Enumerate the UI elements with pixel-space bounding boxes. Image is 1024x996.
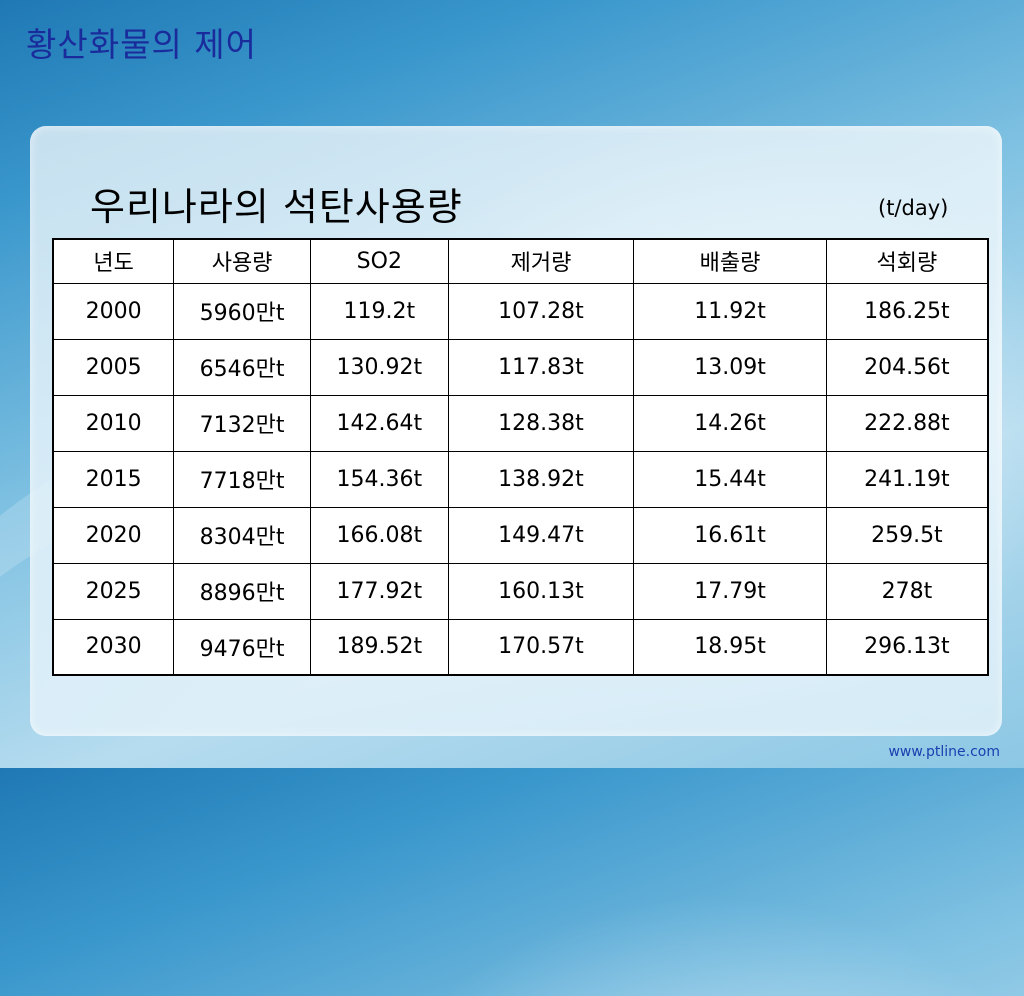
table-heading: 우리나라의 석탄사용량	[90, 185, 463, 229]
coal-usage-table: 년도 사용량 SO2 제거량 배출량 석회량 2000 5960만t 119.2…	[52, 238, 989, 676]
cell-so2: 166.08t	[309, 506, 449, 564]
cell-emitted: 17.79t	[633, 562, 827, 620]
cell-so2: 154.36t	[309, 450, 449, 508]
header-cell-emitted: 배출량	[633, 238, 827, 284]
cell-removed: 160.13t	[447, 562, 635, 620]
cell-so2: 189.52t	[309, 618, 449, 676]
cell-usage: 8896만t	[173, 562, 311, 620]
cell-emitted: 14.26t	[633, 394, 827, 452]
cell-so2: 119.2t	[309, 282, 449, 340]
table-header-row: 년도 사용량 SO2 제거량 배출량 석회량	[52, 238, 989, 284]
table-row: 2020 8304만t 166.08t 149.47t 16.61t 259.5…	[52, 506, 989, 564]
cell-lime: 222.88t	[825, 394, 989, 452]
header-cell-removed: 제거량	[447, 238, 635, 284]
cell-so2: 130.92t	[309, 338, 449, 396]
cell-emitted: 18.95t	[633, 618, 827, 676]
cell-usage: 9476만t	[173, 618, 311, 676]
cell-usage: 7132만t	[173, 394, 311, 452]
cell-year: 2020	[52, 506, 175, 564]
header-cell-so2: SO2	[309, 238, 449, 284]
cell-emitted: 16.61t	[633, 506, 827, 564]
cell-year: 2005	[52, 338, 175, 396]
cell-lime: 259.5t	[825, 506, 989, 564]
cell-removed: 170.57t	[447, 618, 635, 676]
cell-removed: 149.47t	[447, 506, 635, 564]
header-cell-year: 년도	[52, 238, 175, 284]
table-row: 2005 6546만t 130.92t 117.83t 13.09t 204.5…	[52, 338, 989, 396]
cell-so2: 177.92t	[309, 562, 449, 620]
footer-url: www.ptline.com	[888, 744, 1000, 760]
header-cell-usage: 사용량	[173, 238, 311, 284]
table-row: 2000 5960만t 119.2t 107.28t 11.92t 186.25…	[52, 282, 989, 340]
cell-removed: 128.38t	[447, 394, 635, 452]
cell-year: 2025	[52, 562, 175, 620]
cell-emitted: 11.92t	[633, 282, 827, 340]
cell-removed: 107.28t	[447, 282, 635, 340]
cell-year: 2000	[52, 282, 175, 340]
table-row: 2010 7132만t 142.64t 128.38t 14.26t 222.8…	[52, 394, 989, 452]
cell-emitted: 13.09t	[633, 338, 827, 396]
table-row: 2015 7718만t 154.36t 138.92t 15.44t 241.1…	[52, 450, 989, 508]
cell-so2: 142.64t	[309, 394, 449, 452]
cell-year: 2010	[52, 394, 175, 452]
cell-usage: 5960만t	[173, 282, 311, 340]
header-cell-lime: 석회량	[825, 238, 989, 284]
cell-year: 2015	[52, 450, 175, 508]
cell-lime: 204.56t	[825, 338, 989, 396]
unit-label: (t/day)	[878, 196, 949, 220]
cell-usage: 6546만t	[173, 338, 311, 396]
cell-lime: 278t	[825, 562, 989, 620]
cell-lime: 296.13t	[825, 618, 989, 676]
cell-removed: 117.83t	[447, 338, 635, 396]
slide-title: 황산화물의 제어	[26, 25, 258, 64]
cell-lime: 241.19t	[825, 450, 989, 508]
cell-usage: 7718만t	[173, 450, 311, 508]
cell-usage: 8304만t	[173, 506, 311, 564]
table-row: 2025 8896만t 177.92t 160.13t 17.79t 278t	[52, 562, 989, 620]
table-row: 2030 9476만t 189.52t 170.57t 18.95t 296.1…	[52, 618, 989, 676]
cell-emitted: 15.44t	[633, 450, 827, 508]
cell-removed: 138.92t	[447, 450, 635, 508]
cell-lime: 186.25t	[825, 282, 989, 340]
cell-year: 2030	[52, 618, 175, 676]
